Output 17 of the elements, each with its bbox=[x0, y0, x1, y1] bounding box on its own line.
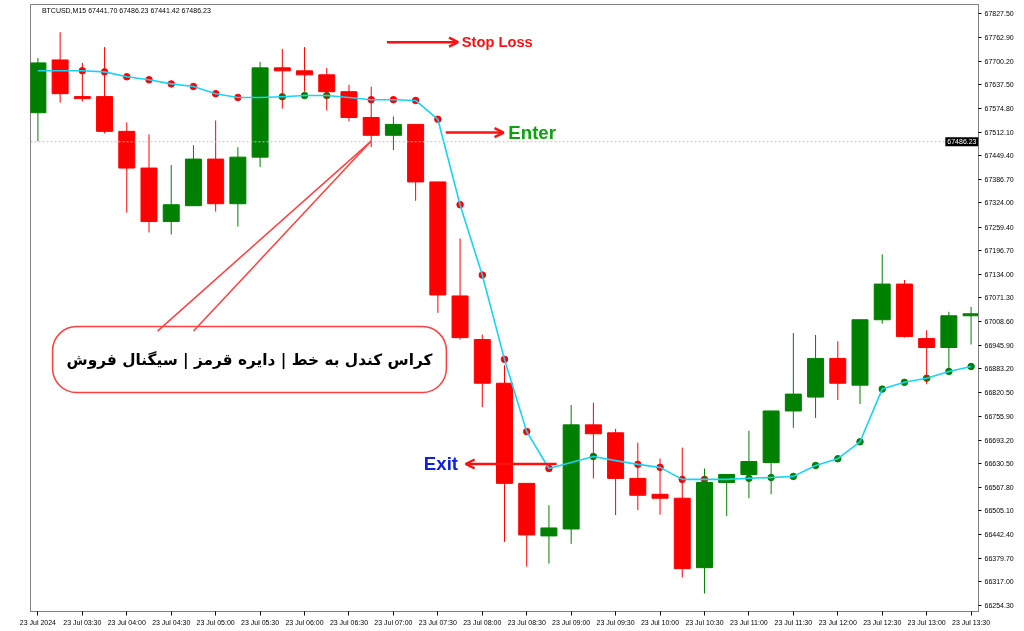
candlestick bbox=[962, 306, 979, 346]
candlestick bbox=[540, 504, 558, 565]
candlestick bbox=[273, 48, 291, 110]
annotation: Enter bbox=[508, 122, 556, 144]
candlestick bbox=[318, 67, 336, 112]
candlestick bbox=[651, 458, 669, 516]
candlestick bbox=[584, 402, 602, 479]
candlestick bbox=[784, 332, 802, 429]
candlestick bbox=[740, 430, 758, 499]
candlestick bbox=[162, 164, 180, 235]
annotation: Stop Loss bbox=[461, 34, 533, 51]
candlestick bbox=[362, 86, 380, 148]
candlestick bbox=[73, 62, 91, 103]
annotation: کراس کندل به خط | دایره قرمز | سیگنال فروش bbox=[66, 350, 433, 370]
candlestick bbox=[384, 115, 402, 151]
candlestick bbox=[629, 442, 647, 511]
annotation: Exit bbox=[423, 453, 459, 475]
